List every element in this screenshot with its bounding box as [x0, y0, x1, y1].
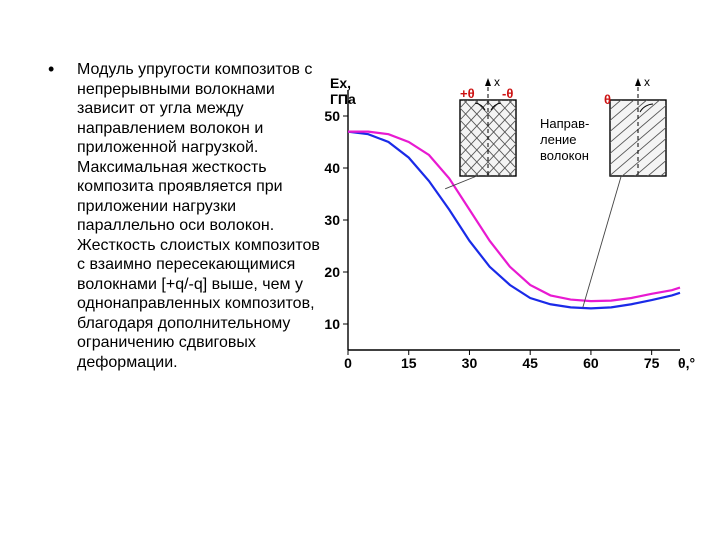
- svg-text:30: 30: [462, 355, 478, 371]
- svg-text:-θ: -θ: [502, 86, 513, 101]
- svg-text:+θ: +θ: [460, 86, 475, 101]
- svg-text:30: 30: [324, 212, 340, 228]
- svg-text:ление: ление: [540, 132, 577, 147]
- svg-text:75: 75: [644, 355, 660, 371]
- paragraph-text: Модуль упругости композитов с непрерывны…: [77, 60, 332, 372]
- svg-text:x: x: [644, 75, 650, 89]
- bullet-glyph: •: [48, 60, 54, 78]
- svg-text:x: x: [494, 75, 500, 89]
- modulus-chart: 015304560751020304050Ex,ГПаθ,°x+θ-θxθНап…: [300, 70, 695, 390]
- svg-text:θ,°: θ,°: [678, 355, 695, 371]
- svg-text:40: 40: [324, 160, 340, 176]
- chart-container: 015304560751020304050Ex,ГПаθ,°x+θ-θxθНап…: [300, 70, 695, 390]
- svg-text:20: 20: [324, 264, 340, 280]
- svg-text:волокон: волокон: [540, 148, 589, 163]
- svg-text:ГПа: ГПа: [330, 91, 356, 107]
- slide-root: • Модуль упругости композитов с непрерыв…: [0, 0, 720, 540]
- svg-text:Направ-: Направ-: [540, 116, 589, 131]
- svg-text:60: 60: [583, 355, 599, 371]
- svg-text:0: 0: [344, 355, 352, 371]
- svg-text:50: 50: [324, 108, 340, 124]
- svg-text:45: 45: [522, 355, 538, 371]
- svg-text:Ex,: Ex,: [330, 75, 351, 91]
- svg-text:15: 15: [401, 355, 417, 371]
- svg-text:θ: θ: [604, 92, 611, 107]
- svg-text:10: 10: [324, 316, 340, 332]
